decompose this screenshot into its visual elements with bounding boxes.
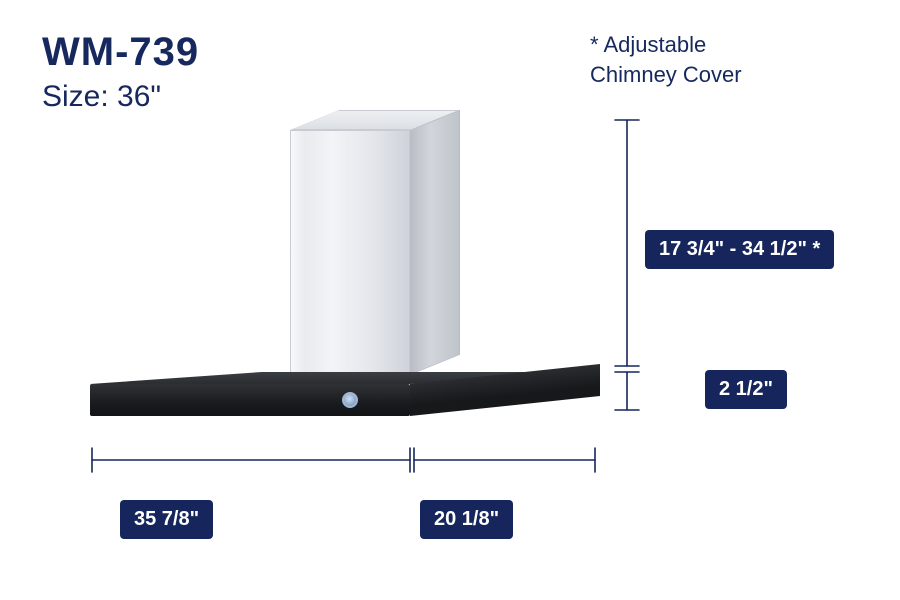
note-line-1: * Adjustable xyxy=(590,30,742,60)
note-line-2: Chimney Cover xyxy=(590,60,742,90)
dim-badge-chimney-height: 17 3/4" - 34 1/2" * xyxy=(645,230,834,269)
hood-slab-render xyxy=(90,372,600,416)
adjustable-note: * Adjustable Chimney Cover xyxy=(590,30,742,89)
slab-front-face xyxy=(90,384,410,416)
power-button-icon xyxy=(342,392,358,408)
size-label: Size: 36" xyxy=(42,80,161,114)
dim-badge-slab-height: 2 1/2" xyxy=(705,370,787,409)
dim-badge-depth: 20 1/8" xyxy=(420,500,513,539)
chimney-side-face xyxy=(410,110,460,375)
dim-line-bottom xyxy=(90,440,600,480)
dim-badge-width: 35 7/8" xyxy=(120,500,213,539)
chimney-front-face xyxy=(290,130,410,375)
dim-line-right xyxy=(612,118,642,418)
chimney-render xyxy=(290,110,460,375)
model-number: WM-739 xyxy=(42,30,199,75)
